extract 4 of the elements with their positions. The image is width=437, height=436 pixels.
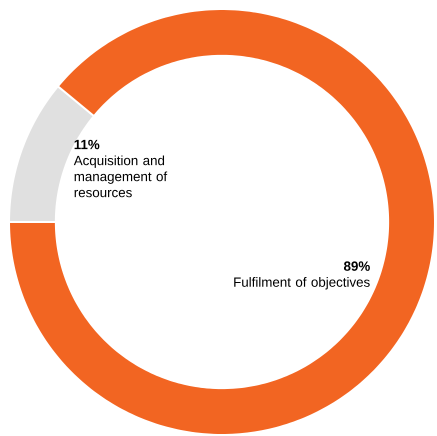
data-label: 11%	[74, 140, 100, 150]
slice-label: Fulfilment of objectives	[234, 277, 370, 290]
data-label: 89%	[344, 261, 370, 271]
slice-label: Acquisition and management of resources	[74, 155, 168, 198]
